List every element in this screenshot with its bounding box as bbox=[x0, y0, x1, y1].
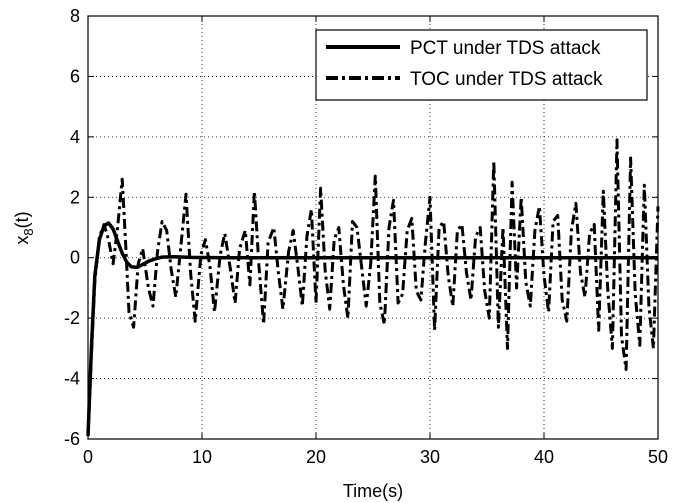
legend-label-toc: TOC under TDS attack bbox=[410, 69, 603, 90]
x-tick-label: 50 bbox=[648, 447, 668, 467]
y-tick-label: -2 bbox=[64, 308, 80, 328]
series-line-pct bbox=[86, 221, 658, 437]
y-axis-label: x8(t) bbox=[12, 211, 36, 244]
y-tick-label: 0 bbox=[70, 248, 80, 268]
legend: PCT under TDS attack TOC under TDS attac… bbox=[315, 29, 648, 101]
x-tick-label: 10 bbox=[192, 447, 212, 467]
y-tick-label: -4 bbox=[64, 369, 80, 389]
legend-label-pct: PCT under TDS attack bbox=[410, 38, 601, 59]
x-tick-label: 30 bbox=[420, 447, 440, 467]
x-tick-label: 20 bbox=[306, 447, 326, 467]
x-axis-label: Time(s) bbox=[343, 481, 403, 501]
y-tick-label: 4 bbox=[70, 127, 80, 147]
x-tick-label: 0 bbox=[83, 447, 93, 467]
y-tick-label: -6 bbox=[64, 429, 80, 449]
y-tick-label: 8 bbox=[70, 6, 80, 26]
plot-frame bbox=[87, 15, 659, 440]
y-tick-label: 2 bbox=[70, 187, 80, 207]
legend-box bbox=[315, 29, 648, 101]
x-tick-label: 40 bbox=[534, 447, 554, 467]
series-layer bbox=[86, 138, 660, 437]
ticks: 0 10 20 30 40 50 -6 -4 -2 0 2 4 6 8 bbox=[64, 6, 668, 467]
y-tick-label: 6 bbox=[70, 66, 80, 86]
